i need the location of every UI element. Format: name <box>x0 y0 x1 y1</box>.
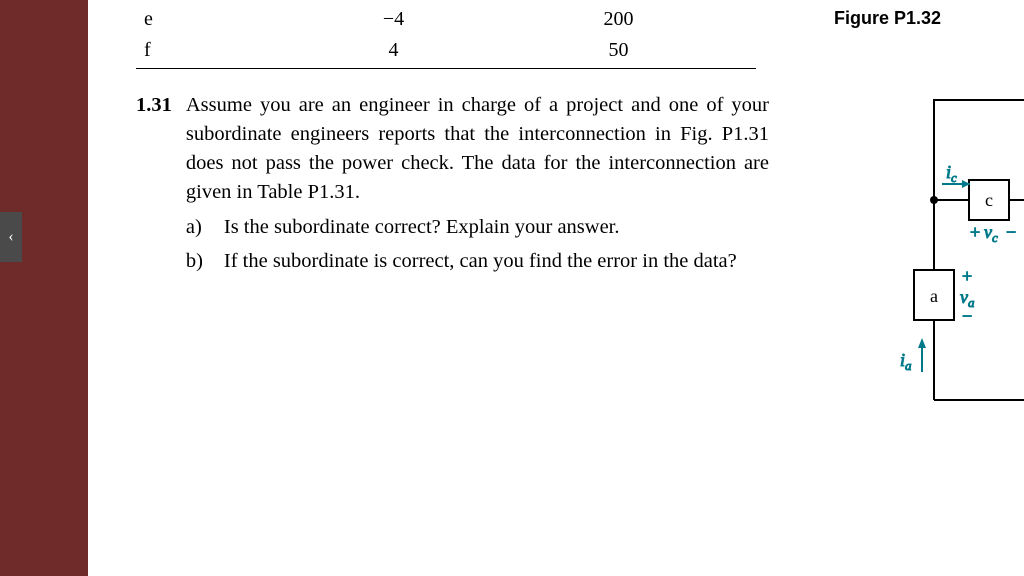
chevron-left-icon: ‹ <box>8 228 13 246</box>
cell-value: 200 <box>511 4 726 35</box>
data-table: e −4 200 f 4 50 <box>136 4 726 66</box>
current-ic-arrow: ic <box>942 162 970 188</box>
list-item: a) Is the subordinate correct? Explain y… <box>186 213 769 242</box>
problem-text: Assume you are an engineer in charge of … <box>186 94 769 203</box>
vc-plus: + <box>970 222 980 242</box>
problem-block: 1.31 Assume you are an engineer in charg… <box>136 91 769 276</box>
svg-text:ic: ic <box>946 162 957 185</box>
reader-sidebar <box>0 0 88 576</box>
cell-value: −4 <box>276 4 511 35</box>
table-row: e −4 200 <box>136 4 726 35</box>
prev-page-button[interactable]: ‹ <box>0 212 22 262</box>
main-column: e −4 200 f 4 50 1.31 Assume you are an e… <box>88 0 793 276</box>
cell-label: e <box>136 4 276 35</box>
va-minus: − <box>962 306 972 326</box>
figure-column: Figure P1.32 c ic + vc − <box>774 0 1024 576</box>
figure-title: Figure P1.32 <box>834 8 941 29</box>
svg-text:ia: ia <box>900 350 912 373</box>
item-text: If the subordinate is correct, can you f… <box>224 247 769 276</box>
problem-number: 1.31 <box>136 91 172 276</box>
item-label: b) <box>186 247 214 276</box>
va-plus: + <box>962 266 972 286</box>
circuit-diagram: c ic + vc − a + <box>774 80 1024 460</box>
box-c-label: c <box>985 190 993 210</box>
cell-label: f <box>136 35 276 66</box>
problem-body: Assume you are an engineer in charge of … <box>186 91 769 276</box>
box-a-label: a <box>930 286 938 306</box>
current-ia-arrow: ia <box>900 338 926 373</box>
problem-list: a) Is the subordinate correct? Explain y… <box>186 213 769 275</box>
cell-value: 4 <box>276 35 511 66</box>
item-label: a) <box>186 213 214 242</box>
cell-value: 50 <box>511 35 726 66</box>
vc-label: vc <box>984 222 998 245</box>
table-row: f 4 50 <box>136 35 726 66</box>
list-item: b) If the subordinate is correct, can yo… <box>186 247 769 276</box>
table-rule <box>136 68 756 69</box>
textbook-page: e −4 200 f 4 50 1.31 Assume you are an e… <box>88 0 1024 576</box>
vc-minus: − <box>1006 222 1016 242</box>
item-text: Is the subordinate correct? Explain your… <box>224 213 769 242</box>
